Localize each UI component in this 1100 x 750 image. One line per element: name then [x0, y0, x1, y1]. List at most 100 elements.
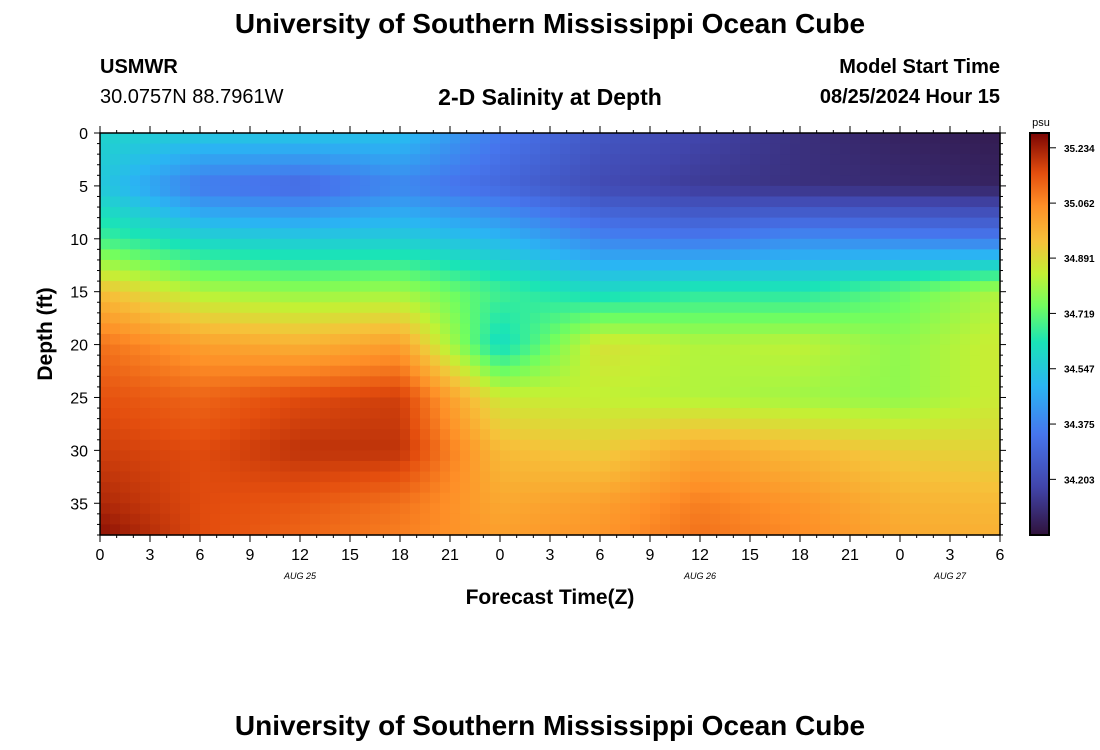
heatmap-cell [500, 238, 511, 250]
heatmap-cell [450, 460, 461, 473]
heatmap-cell [930, 355, 941, 367]
heatmap-cell [930, 228, 941, 240]
heatmap-cell [370, 450, 381, 462]
heatmap-cell [440, 376, 451, 388]
heatmap-cell [260, 429, 271, 441]
heatmap-cell [570, 334, 581, 346]
heatmap-cell [430, 397, 441, 409]
heatmap-cell [930, 291, 941, 303]
heatmap-cell [500, 376, 511, 388]
heatmap-cell [260, 482, 271, 494]
heatmap-cell [680, 217, 691, 229]
heatmap-cell [190, 365, 201, 377]
heatmap-cell [230, 408, 241, 420]
heatmap-cell [850, 365, 861, 377]
heatmap-cell [410, 154, 421, 166]
heatmap-cell [630, 460, 641, 473]
heatmap-cell [310, 460, 321, 473]
heatmap-cell [950, 439, 961, 451]
heatmap-cell [390, 503, 401, 515]
heatmap-cell [530, 238, 541, 250]
heatmap-cell [480, 281, 491, 293]
heatmap-cell [530, 460, 541, 473]
heatmap-cell [170, 376, 181, 388]
heatmap-cell [780, 175, 791, 187]
heatmap-cell [810, 513, 821, 526]
heatmap-cell [440, 492, 451, 504]
heatmap-cell [370, 397, 381, 409]
heatmap-cell [410, 344, 421, 356]
heatmap-cell [800, 365, 811, 377]
heatmap-cell [480, 133, 491, 145]
heatmap-cell [950, 217, 961, 229]
heatmap-cell [710, 334, 721, 346]
heatmap-cell [240, 492, 251, 504]
heatmap-cell [250, 355, 261, 367]
heatmap-cell [130, 228, 141, 240]
heatmap-cell [590, 376, 601, 388]
heatmap-cell [250, 270, 261, 282]
heatmap-cell [220, 460, 231, 473]
heatmap-cell [160, 397, 171, 409]
heatmap-cell [280, 207, 291, 219]
heatmap-cell [470, 207, 481, 219]
heatmap-cell [440, 217, 451, 229]
heatmap-cell [230, 397, 241, 409]
heatmap-cell [890, 143, 901, 155]
heatmap-cell [970, 365, 981, 377]
heatmap-cell [780, 471, 791, 483]
heatmap-cell [650, 429, 661, 441]
x-axis: 0 3 6 9 12 15 18 21 0 3 6 9 12 15 18 21 0 3 6 [96, 126, 1005, 564]
heatmap-cell [680, 429, 691, 441]
heatmap-cell [950, 312, 961, 325]
heatmap-cell [570, 281, 581, 293]
heatmap-cell [790, 408, 801, 420]
heatmap-cell [710, 365, 721, 377]
heatmap-cell [940, 207, 951, 219]
heatmap-cell [150, 281, 161, 293]
heatmap-cell [340, 482, 351, 494]
heatmap-cell [520, 291, 531, 303]
heatmap-cell [260, 386, 271, 399]
heatmap-cell [750, 355, 761, 367]
heatmap-cell [780, 482, 791, 494]
heatmap-cell [870, 492, 881, 504]
heatmap-cell [280, 291, 291, 303]
heatmap-cell [540, 334, 551, 346]
heatmap-cell [600, 355, 611, 367]
heatmap-cell [460, 524, 471, 536]
heatmap-cell [320, 133, 331, 145]
heatmap-cell [970, 259, 981, 272]
heatmap-cell [300, 238, 311, 250]
heatmap-cell [410, 270, 421, 282]
heatmap-cell [890, 386, 901, 399]
heatmap-cell [550, 503, 561, 515]
heatmap-cell [450, 270, 461, 282]
heatmap-cell [930, 154, 941, 166]
heatmap-cell [280, 249, 291, 261]
heatmap-cell [830, 175, 841, 187]
heatmap-cell [810, 302, 821, 314]
heatmap-cell [570, 418, 581, 430]
heatmap-cell [400, 524, 411, 536]
heatmap-cell [630, 302, 641, 314]
heatmap-cell [460, 408, 471, 420]
heatmap-cell [170, 408, 181, 420]
heatmap-cell [810, 164, 821, 176]
heatmap-cell [350, 312, 361, 325]
heatmap-cell [870, 185, 881, 198]
heatmap-cell [280, 450, 291, 462]
heatmap-cell [530, 524, 541, 536]
heatmap-cell [500, 228, 511, 240]
heatmap-cell [970, 154, 981, 166]
heatmap-cell [920, 344, 931, 356]
heatmap-cell [600, 281, 611, 293]
heatmap-cell [890, 482, 901, 494]
heatmap-cell [270, 270, 281, 282]
heatmap-cell [290, 302, 301, 314]
heatmap-cell [380, 323, 391, 335]
heatmap-cell [850, 217, 861, 229]
heatmap-cell [670, 471, 681, 483]
heatmap-cell [260, 418, 271, 430]
heatmap-cell [480, 524, 491, 536]
